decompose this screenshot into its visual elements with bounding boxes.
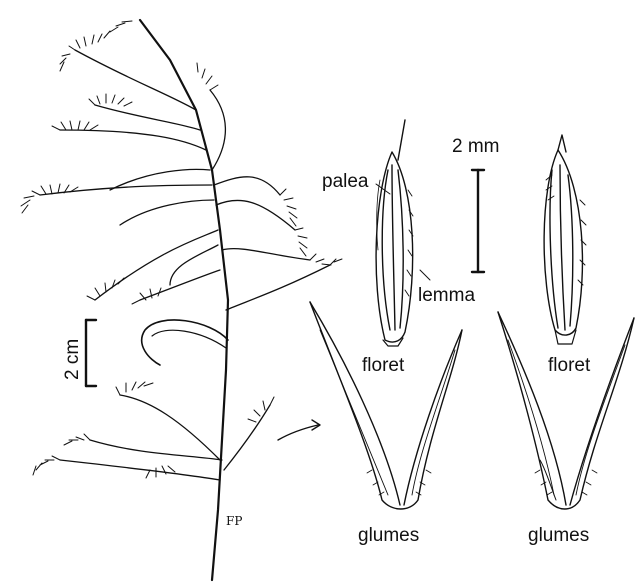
spikelet-clusters <box>20 20 343 479</box>
glumes-left-drawing <box>309 301 463 510</box>
label-lemma: lemma <box>418 285 476 306</box>
leaf-blade <box>140 319 229 366</box>
label-floret-right: floret <box>548 355 591 376</box>
panicle-branches <box>39 49 331 481</box>
label-glumes-right: glumes <box>528 525 590 546</box>
glumes-right-drawing <box>497 311 635 510</box>
label-palea: palea <box>322 171 369 192</box>
artist-monogram: FP <box>226 514 243 528</box>
scale-bar-mm <box>470 168 486 274</box>
label-scale-2cm: 2 cm <box>62 338 83 380</box>
label-scale-2mm: 2 mm <box>452 136 500 157</box>
scale-bar-cm <box>84 318 98 388</box>
label-floret-left: floret <box>362 355 405 376</box>
leaf-blade-inner <box>151 329 227 349</box>
floret-left-drawing <box>375 119 431 347</box>
pointer-arrow <box>277 424 319 441</box>
label-glumes-left: glumes <box>358 525 420 546</box>
floret-right-drawing <box>543 134 587 345</box>
main-stem <box>138 18 230 582</box>
